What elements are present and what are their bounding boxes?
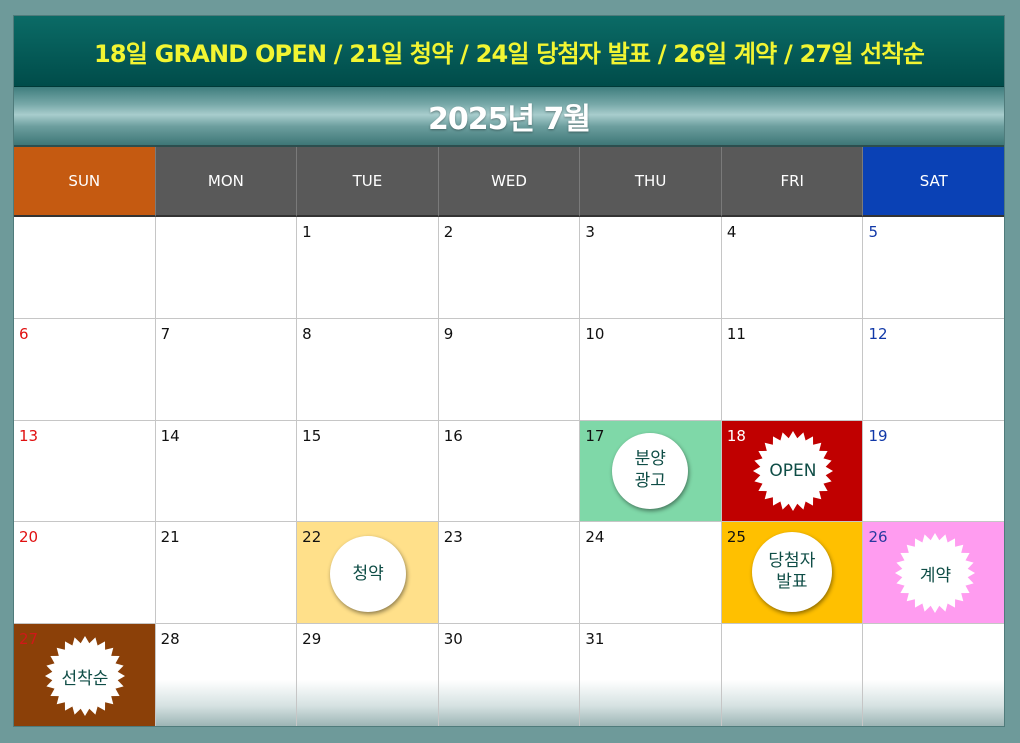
calendar-week: 6 7 8 9 10 11 12 bbox=[14, 318, 1004, 421]
day-cell-25-winners[interactable]: 25 당첨자 발표 bbox=[721, 522, 864, 624]
calendar-week: 20 21 22 청약 23 24 25 당첨자 발표 26 계약 bbox=[14, 522, 1005, 625]
weekday-header-row: SUN MON TUE WED THU FRI SAT bbox=[14, 147, 1005, 217]
day-number: 18 bbox=[726, 426, 746, 445]
day-cell[interactable]: 19 bbox=[863, 421, 1004, 522]
event-winners-badge: 당첨자 발표 bbox=[751, 532, 832, 613]
day-number: 30 bbox=[443, 630, 463, 649]
day-cell[interactable]: 30 bbox=[438, 624, 581, 726]
day-number: 6 bbox=[19, 324, 29, 343]
event-label: 분양 광고 bbox=[634, 449, 666, 491]
day-number: 11 bbox=[726, 324, 746, 343]
day-cell[interactable]: 23 bbox=[439, 522, 581, 624]
day-number: 15 bbox=[302, 426, 322, 445]
weekday-sat: SAT bbox=[863, 147, 1005, 217]
event-first-come-burst: 선착순 bbox=[44, 635, 126, 717]
day-cell[interactable]: 10 bbox=[580, 318, 722, 420]
day-cell[interactable]: 6 bbox=[14, 318, 156, 420]
day-number: 23 bbox=[443, 528, 463, 547]
day-cell[interactable] bbox=[863, 624, 1005, 726]
day-number: 27 bbox=[19, 630, 39, 649]
day-number: 19 bbox=[868, 426, 888, 445]
day-number: 24 bbox=[585, 528, 605, 547]
day-cell[interactable]: 1 bbox=[297, 217, 439, 318]
calendar-grid: 1 2 3 4 5 6 7 8 9 10 11 12 13 14 15 16 1… bbox=[14, 217, 1005, 726]
weekday-wed: WED bbox=[438, 147, 581, 217]
day-cell[interactable]: 29 bbox=[297, 624, 439, 726]
day-cell[interactable]: 5 bbox=[863, 217, 1004, 318]
day-cell[interactable]: 13 bbox=[14, 420, 156, 522]
day-number: 28 bbox=[160, 630, 180, 649]
day-number: 31 bbox=[585, 630, 605, 649]
event-subscription-badge: 청약 bbox=[330, 536, 407, 613]
weekday-sun: SUN bbox=[14, 147, 156, 217]
day-cell[interactable]: 16 bbox=[439, 420, 581, 522]
day-cell[interactable] bbox=[14, 217, 156, 318]
day-cell[interactable]: 7 bbox=[156, 318, 298, 420]
weekday-fri: FRI bbox=[721, 147, 864, 217]
day-number: 26 bbox=[868, 528, 888, 547]
event-open-burst: OPEN bbox=[752, 430, 834, 512]
day-number: 17 bbox=[585, 426, 605, 445]
day-number: 12 bbox=[868, 324, 888, 343]
event-label: OPEN bbox=[769, 460, 817, 481]
day-cell[interactable] bbox=[721, 624, 864, 726]
day-cell[interactable]: 11 bbox=[722, 318, 864, 420]
day-cell-27-first-come[interactable]: 27 선착순 bbox=[14, 624, 156, 726]
day-number: 3 bbox=[585, 223, 595, 241]
day-number: 8 bbox=[302, 324, 312, 343]
day-cell[interactable]: 20 bbox=[14, 522, 156, 624]
day-cell-22-subscription[interactable]: 22 청약 bbox=[297, 522, 439, 624]
day-cell[interactable]: 2 bbox=[439, 217, 581, 318]
day-cell[interactable]: 21 bbox=[156, 522, 298, 624]
day-number: 14 bbox=[160, 426, 180, 445]
day-cell-26-contract[interactable]: 26 계약 bbox=[863, 522, 1005, 624]
event-contract-burst: 계약 bbox=[894, 532, 976, 614]
day-number: 25 bbox=[726, 528, 746, 547]
starburst-icon bbox=[895, 533, 976, 614]
calendar-week: 13 14 15 16 17 분양 광고 18 OPEN 19 bbox=[14, 420, 1004, 523]
day-number: 1 bbox=[302, 223, 312, 241]
starburst-icon bbox=[45, 636, 125, 717]
event-label: 당첨자 발표 bbox=[768, 551, 816, 593]
day-number: 21 bbox=[160, 528, 180, 547]
event-ad-badge: 분양 광고 bbox=[612, 432, 689, 509]
calendar-week: 1 2 3 4 5 bbox=[14, 217, 1004, 319]
starburst-icon bbox=[752, 430, 833, 511]
calendar-frame: 18일 GRAND OPEN / 21일 청약 / 24일 당첨자 발표 / 2… bbox=[14, 16, 1005, 726]
day-number: 4 bbox=[726, 223, 737, 241]
event-label: 계약 bbox=[919, 565, 952, 586]
month-title: 2025년 7월 bbox=[14, 87, 1004, 147]
day-cell[interactable]: 28 bbox=[155, 624, 298, 726]
calendar-week: 27 선착순 28 29 30 31 bbox=[14, 624, 1005, 726]
day-cell[interactable]: 31 bbox=[580, 624, 722, 726]
weekday-mon: MON bbox=[155, 147, 298, 217]
day-cell[interactable]: 8 bbox=[297, 318, 439, 420]
day-cell-18-open[interactable]: 18 OPEN bbox=[721, 420, 864, 522]
event-label: 청약 bbox=[352, 563, 384, 584]
day-number: 10 bbox=[585, 324, 605, 343]
day-number: 16 bbox=[443, 426, 463, 445]
day-cell[interactable]: 14 bbox=[156, 420, 298, 522]
day-number: 9 bbox=[443, 324, 454, 343]
weekday-thu: THU bbox=[580, 147, 722, 217]
day-cell[interactable]: 15 bbox=[297, 420, 439, 522]
day-number: 29 bbox=[302, 630, 322, 649]
day-number: 2 bbox=[443, 223, 454, 241]
day-cell-17-ad[interactable]: 17 분양 광고 bbox=[580, 420, 722, 522]
schedule-banner: 18일 GRAND OPEN / 21일 청약 / 24일 당첨자 발표 / 2… bbox=[14, 16, 1004, 87]
day-cell[interactable]: 9 bbox=[439, 318, 581, 420]
day-number: 20 bbox=[19, 528, 39, 547]
event-label: 선착순 bbox=[61, 668, 109, 689]
day-cell[interactable] bbox=[156, 217, 298, 318]
day-number: 7 bbox=[160, 324, 171, 343]
day-number: 13 bbox=[19, 426, 39, 445]
day-cell[interactable]: 3 bbox=[580, 217, 722, 318]
day-cell[interactable]: 12 bbox=[863, 319, 1004, 420]
day-number: 22 bbox=[302, 528, 322, 547]
weekday-tue: TUE bbox=[297, 147, 439, 217]
day-cell[interactable]: 24 bbox=[580, 522, 722, 624]
day-number: 5 bbox=[868, 223, 879, 241]
day-cell[interactable]: 4 bbox=[722, 217, 864, 318]
